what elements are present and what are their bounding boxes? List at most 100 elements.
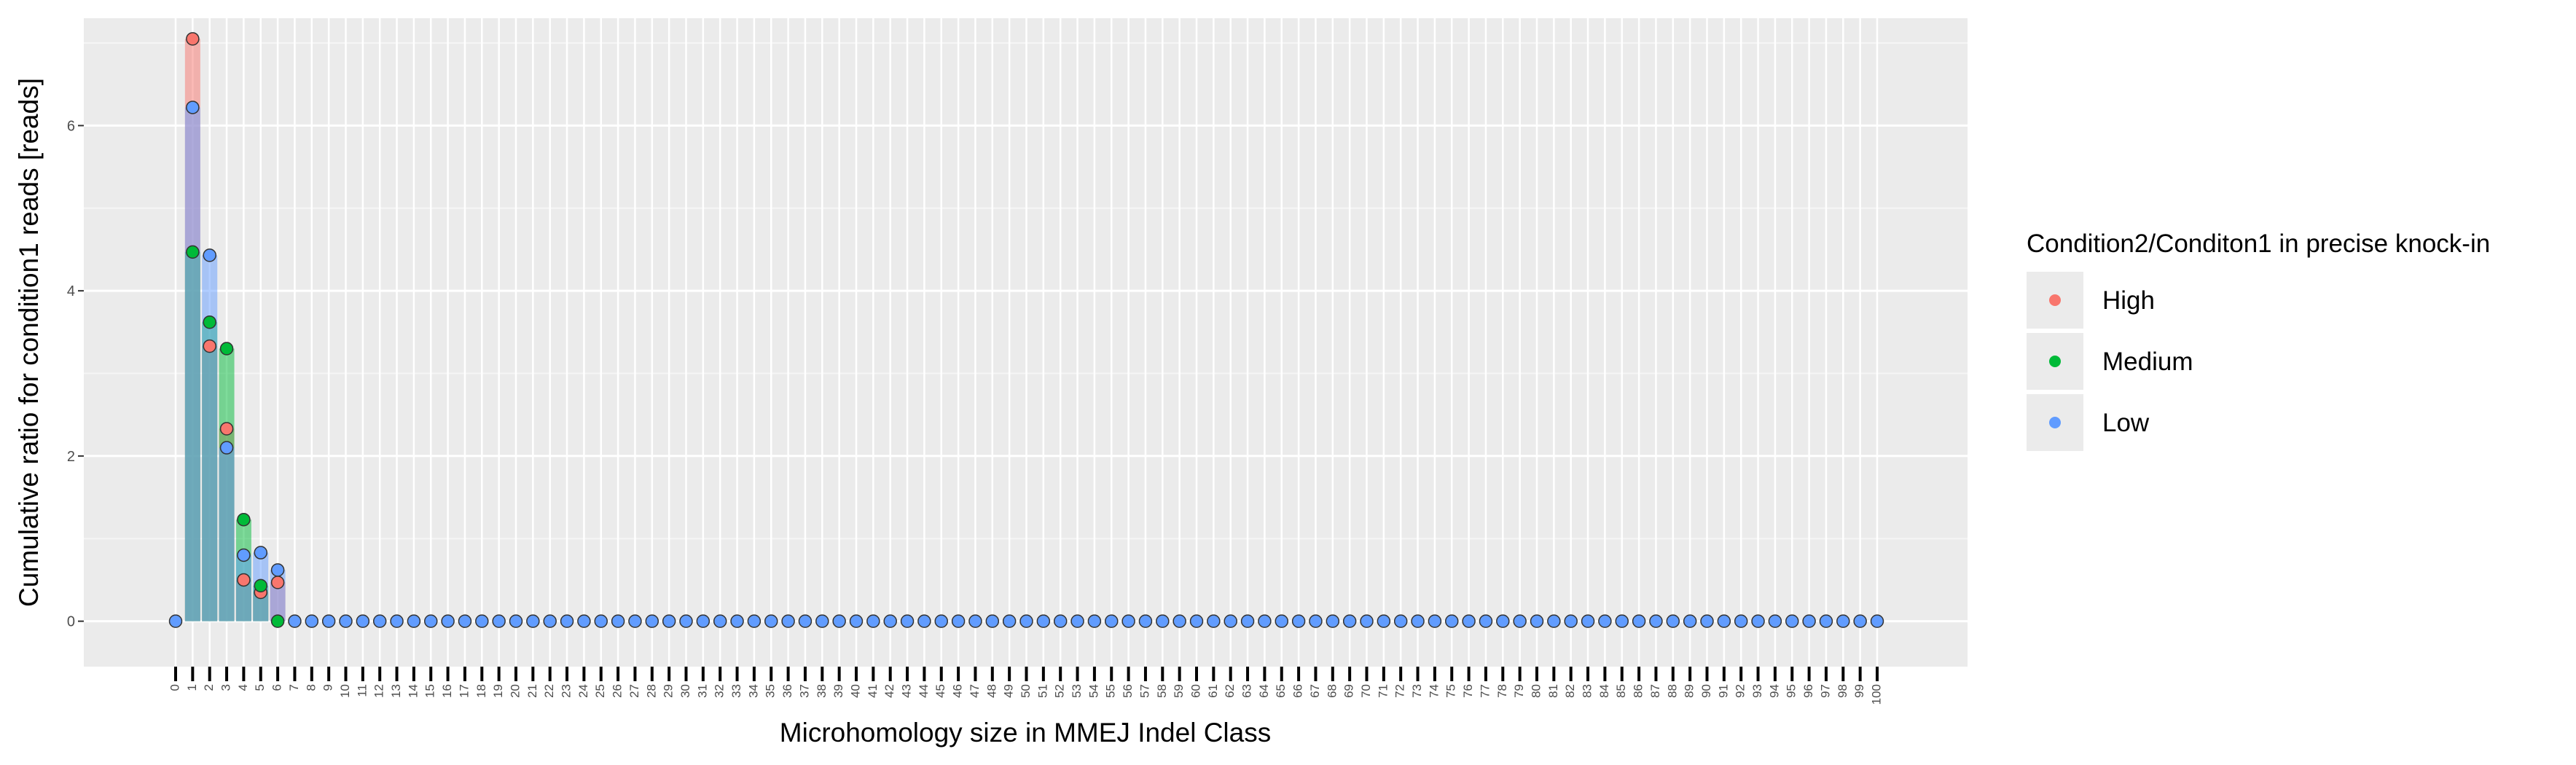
point-low-35 bbox=[764, 614, 778, 628]
point-low-44 bbox=[917, 614, 931, 628]
x-tick-label: 19 bbox=[491, 684, 505, 698]
point-low-100 bbox=[1870, 614, 1884, 628]
point-low-37 bbox=[798, 614, 813, 628]
point-low-68 bbox=[1326, 614, 1340, 628]
point-low-48 bbox=[985, 614, 1000, 628]
point-low-95 bbox=[1785, 614, 1799, 628]
x-tick-label: 44 bbox=[917, 684, 931, 698]
point-low-0 bbox=[168, 614, 183, 628]
point-medium-4 bbox=[237, 512, 251, 527]
x-tick-label: 73 bbox=[1410, 684, 1424, 698]
x-tick-label: 70 bbox=[1359, 684, 1373, 698]
x-tick-label: 66 bbox=[1291, 684, 1305, 698]
x-tick-label: 46 bbox=[951, 684, 965, 698]
point-low-24 bbox=[577, 614, 591, 628]
y-tick-label: 0 bbox=[67, 614, 75, 630]
x-tick-label: 13 bbox=[389, 684, 403, 698]
point-low-77 bbox=[1479, 614, 1493, 628]
y-tick-label: 2 bbox=[67, 449, 75, 465]
point-low-5 bbox=[254, 546, 267, 560]
point-medium-5 bbox=[254, 578, 267, 593]
point-low-84 bbox=[1598, 614, 1612, 628]
point-low-78 bbox=[1496, 614, 1510, 628]
point-low-26 bbox=[611, 614, 625, 628]
point-low-27 bbox=[628, 614, 642, 628]
bar-low-2 bbox=[202, 255, 218, 621]
x-tick-label: 17 bbox=[457, 684, 471, 698]
point-low-50 bbox=[1019, 614, 1033, 628]
point-low-32 bbox=[713, 614, 727, 628]
x-tick-label: 86 bbox=[1632, 684, 1645, 698]
point-low-70 bbox=[1360, 614, 1374, 628]
point-low-97 bbox=[1819, 614, 1833, 628]
bar-low-1 bbox=[184, 107, 200, 621]
x-tick-label: 83 bbox=[1581, 684, 1594, 698]
x-tick-label: 3 bbox=[219, 684, 233, 691]
point-low-59 bbox=[1172, 614, 1186, 628]
x-tick-label: 67 bbox=[1308, 684, 1322, 698]
x-tick-label: 63 bbox=[1240, 684, 1254, 698]
x-tick-label: 74 bbox=[1427, 684, 1441, 698]
point-low-2 bbox=[203, 248, 216, 262]
x-tick-label: 56 bbox=[1121, 684, 1135, 698]
x-tick-label: 25 bbox=[593, 684, 607, 698]
point-low-92 bbox=[1734, 614, 1748, 628]
x-tick-label: 1 bbox=[185, 684, 199, 691]
point-low-81 bbox=[1547, 614, 1561, 628]
legend-label-medium: Medium bbox=[2102, 348, 2193, 376]
point-low-41 bbox=[866, 614, 880, 628]
x-tick-label: 27 bbox=[627, 684, 641, 698]
x-tick-label: 37 bbox=[797, 684, 811, 698]
x-tick-label: 24 bbox=[576, 684, 590, 698]
point-low-79 bbox=[1513, 614, 1527, 628]
point-low-69 bbox=[1342, 614, 1357, 628]
point-low-80 bbox=[1530, 614, 1544, 628]
x-tick-label: 6 bbox=[270, 684, 284, 691]
x-tick-label: 58 bbox=[1155, 684, 1169, 698]
y-tick-label: 4 bbox=[67, 283, 75, 299]
x-tick-label: 36 bbox=[780, 684, 794, 698]
point-low-99 bbox=[1853, 614, 1867, 628]
point-low-3 bbox=[219, 441, 234, 455]
point-low-89 bbox=[1683, 614, 1697, 628]
point-low-86 bbox=[1632, 614, 1646, 628]
x-tick-label: 20 bbox=[508, 684, 522, 698]
x-tick-label: 65 bbox=[1274, 684, 1288, 698]
point-low-23 bbox=[560, 614, 574, 628]
x-tick-label: 39 bbox=[831, 684, 845, 698]
point-low-12 bbox=[372, 614, 387, 628]
x-tick-label: 90 bbox=[1699, 684, 1713, 698]
point-low-83 bbox=[1581, 614, 1595, 628]
point-low-30 bbox=[679, 614, 693, 628]
x-tick-label: 40 bbox=[848, 684, 862, 698]
point-high-3 bbox=[219, 422, 234, 436]
point-low-21 bbox=[526, 614, 540, 628]
point-low-10 bbox=[339, 614, 353, 628]
x-tick-label: 49 bbox=[1002, 684, 1016, 698]
x-tick-label: 23 bbox=[560, 684, 573, 698]
x-tick-label: 54 bbox=[1087, 684, 1100, 698]
point-low-45 bbox=[934, 614, 948, 628]
point-medium-3 bbox=[219, 342, 234, 356]
x-tick-label: 31 bbox=[695, 684, 709, 698]
x-tick-label: 61 bbox=[1206, 684, 1220, 698]
point-low-38 bbox=[815, 614, 829, 628]
point-low-33 bbox=[730, 614, 744, 628]
x-tick-label: 2 bbox=[202, 684, 216, 691]
point-low-7 bbox=[288, 614, 302, 628]
x-tick-label: 30 bbox=[678, 684, 692, 698]
x-tick-label: 64 bbox=[1257, 684, 1271, 698]
x-tick-label: 9 bbox=[321, 684, 335, 691]
x-tick-label: 84 bbox=[1597, 684, 1611, 698]
point-low-16 bbox=[441, 614, 455, 628]
x-tick-label: 43 bbox=[900, 684, 914, 698]
point-low-6 bbox=[270, 563, 285, 577]
point-low-13 bbox=[390, 614, 404, 628]
point-low-17 bbox=[458, 614, 472, 628]
x-tick-label: 8 bbox=[304, 684, 318, 691]
point-low-55 bbox=[1105, 614, 1119, 628]
x-tick-label: 55 bbox=[1104, 684, 1118, 698]
point-low-90 bbox=[1700, 614, 1714, 628]
bar-low-4 bbox=[235, 554, 251, 621]
